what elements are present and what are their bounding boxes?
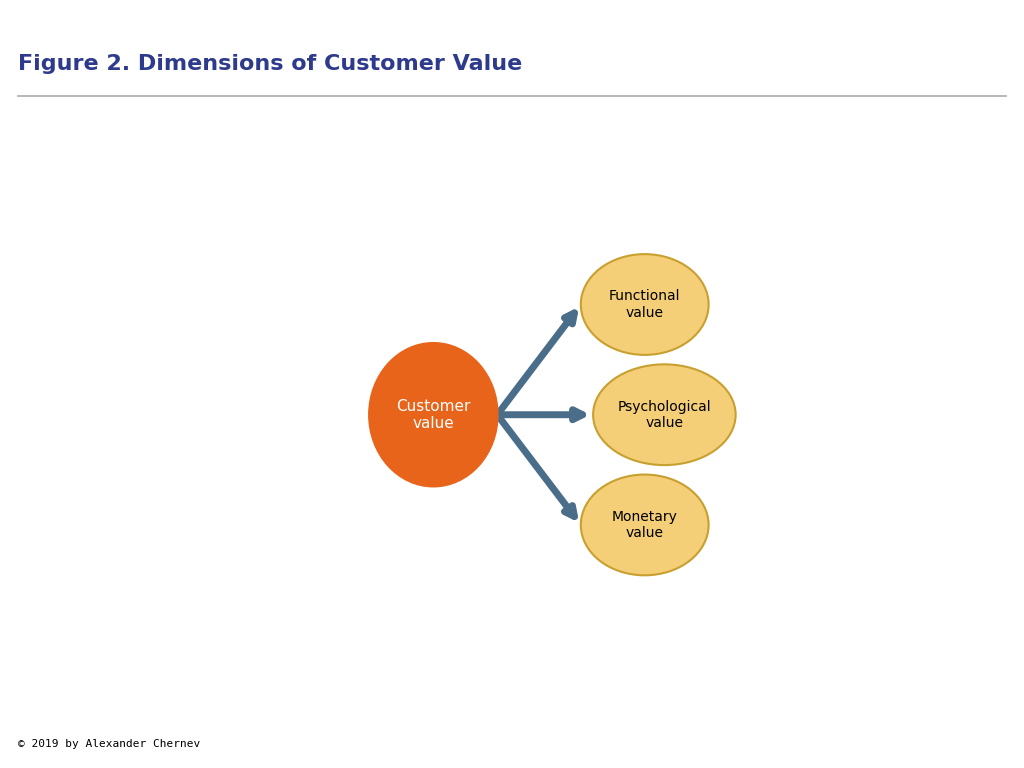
Text: Customer
value: Customer value	[396, 399, 471, 431]
Text: Figure 2. Dimensions of Customer Value: Figure 2. Dimensions of Customer Value	[18, 54, 522, 74]
Ellipse shape	[593, 364, 735, 465]
Ellipse shape	[370, 343, 498, 486]
Text: Functional
value: Functional value	[609, 290, 681, 319]
Text: Psychological
value: Psychological value	[617, 399, 712, 430]
Text: © 2019 by Alexander Chernev: © 2019 by Alexander Chernev	[18, 739, 201, 749]
Text: Monetary
value: Monetary value	[611, 510, 678, 540]
Ellipse shape	[581, 254, 709, 355]
Ellipse shape	[581, 475, 709, 575]
